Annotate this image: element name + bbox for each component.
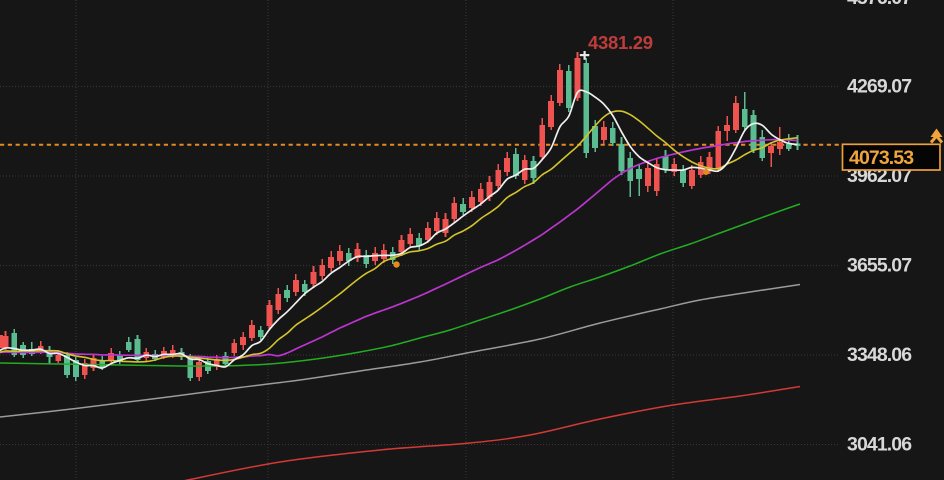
- svg-text:4576.07: 4576.07: [847, 0, 911, 9]
- svg-text:3041.06: 3041.06: [847, 434, 912, 456]
- svg-text:4269.07: 4269.07: [847, 76, 911, 98]
- svg-text:3348.06: 3348.06: [847, 344, 912, 366]
- svg-text:4381.29: 4381.29: [588, 32, 653, 53]
- svg-text:4073.53: 4073.53: [849, 147, 914, 169]
- svg-text:3655.07: 3655.07: [847, 255, 911, 277]
